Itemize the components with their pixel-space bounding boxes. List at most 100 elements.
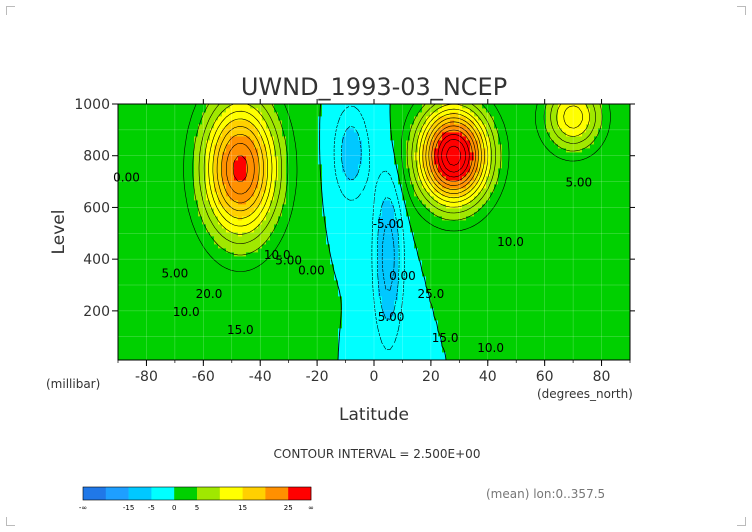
field-cell	[194, 276, 199, 281]
field-cell	[538, 204, 543, 209]
field-cell	[566, 216, 571, 221]
field-cell	[274, 228, 279, 233]
field-cell	[410, 348, 415, 353]
field-cell	[238, 328, 243, 333]
field-cell	[430, 336, 435, 341]
field-cell	[610, 332, 615, 337]
field-cell	[282, 208, 287, 213]
field-cell	[550, 340, 555, 345]
field-cell	[378, 292, 383, 297]
field-cell	[142, 256, 147, 261]
field-cell	[562, 256, 567, 261]
field-cell	[510, 348, 515, 353]
field-cell	[370, 280, 375, 285]
field-cell	[126, 244, 131, 249]
field-cell	[414, 212, 419, 217]
field-cell	[126, 300, 131, 305]
field-cell	[342, 340, 347, 345]
field-cell	[294, 300, 299, 305]
field-cell	[354, 252, 359, 257]
field-cell	[450, 340, 455, 345]
field-cell	[130, 204, 135, 209]
field-cell	[474, 204, 479, 209]
field-cell	[578, 216, 583, 221]
field-cell	[238, 336, 243, 341]
field-cell	[566, 284, 571, 289]
field-cell	[322, 352, 327, 357]
field-cell	[542, 328, 547, 333]
field-cell	[558, 336, 563, 341]
field-cell	[606, 332, 611, 337]
field-cell	[574, 272, 579, 277]
field-cell	[334, 296, 339, 301]
field-cell	[226, 284, 231, 289]
field-cell	[190, 232, 195, 237]
field-cell	[502, 268, 507, 273]
field-cell	[586, 212, 591, 217]
field-cell	[358, 292, 363, 297]
field-cell	[574, 224, 579, 229]
field-cell	[582, 272, 587, 277]
field-cell	[134, 268, 139, 273]
field-cell	[234, 244, 239, 249]
field-cell	[238, 228, 243, 233]
field-cell	[522, 292, 527, 297]
field-cell	[550, 232, 555, 237]
field-cell	[362, 248, 367, 253]
field-cell	[454, 292, 459, 297]
field-cell	[554, 316, 559, 321]
field-cell	[250, 324, 255, 329]
field-cell	[310, 348, 315, 353]
field-cell	[614, 312, 619, 317]
field-cell	[378, 204, 383, 209]
field-cell	[482, 208, 487, 213]
field-cell	[154, 256, 159, 261]
field-cell	[186, 312, 191, 317]
field-cell	[154, 308, 159, 313]
field-cell	[426, 304, 431, 309]
field-cell	[146, 344, 151, 349]
field-cell	[462, 348, 467, 353]
field-cell	[134, 308, 139, 313]
field-cell	[278, 224, 283, 229]
field-cell	[594, 304, 599, 309]
field-cell	[258, 344, 263, 349]
field-cell	[198, 312, 203, 317]
field-cell	[306, 260, 311, 265]
field-cell	[258, 276, 263, 281]
field-cell	[126, 208, 131, 213]
field-cell	[238, 348, 243, 353]
field-cell	[210, 348, 215, 353]
field-cell	[522, 344, 527, 349]
field-cell	[190, 216, 195, 221]
field-cell	[306, 288, 311, 293]
field-cell	[510, 252, 515, 257]
field-cell	[462, 288, 467, 293]
field-cell	[382, 328, 387, 333]
field-cell	[478, 312, 483, 317]
field-cell	[210, 316, 215, 321]
field-cell	[474, 284, 479, 289]
field-cell	[390, 216, 395, 221]
field-cell	[574, 288, 579, 293]
field-cell	[138, 204, 143, 209]
field-cell	[530, 268, 535, 273]
field-cell	[518, 216, 523, 221]
field-cell	[262, 324, 267, 329]
field-cell	[346, 356, 351, 361]
field-cell	[222, 236, 227, 241]
field-cell	[326, 296, 331, 301]
field-cell	[162, 288, 167, 293]
field-cell	[258, 312, 263, 317]
field-cell	[194, 336, 199, 341]
field-cell	[622, 212, 627, 217]
field-cell	[538, 284, 543, 289]
field-cell	[134, 260, 139, 265]
field-cell	[226, 220, 231, 225]
field-cell	[190, 344, 195, 349]
field-cell	[506, 348, 511, 353]
field-cell	[570, 308, 575, 313]
field-cell	[234, 240, 239, 245]
field-cell	[238, 352, 243, 357]
field-cell	[542, 232, 547, 237]
